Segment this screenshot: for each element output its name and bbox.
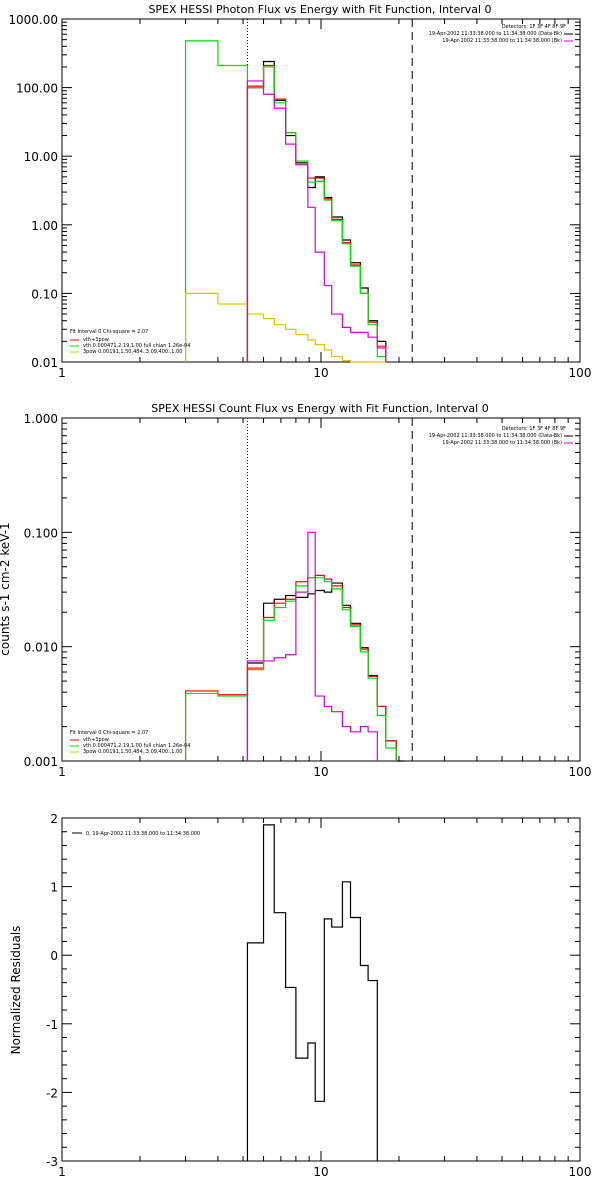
count-flux-panel: SPEX HESSI Count Flux vs Energy with Fit…: [0, 402, 591, 779]
series-bk: [246, 531, 378, 761]
y-axis-label: Normalized Residuals: [9, 926, 23, 1055]
y-tick-label: 1.00: [31, 219, 58, 233]
plot-frame: [61, 417, 581, 762]
panel-title: SPEX HESSI Photon Flux vs Energy with Fi…: [148, 3, 491, 16]
x-tick-label: 100: [569, 1165, 592, 1179]
y-tick-label: 10.00: [24, 150, 58, 164]
data-bk-interval: 19-Apr-2002 11:33:38.000 to 11:34:38.000…: [429, 31, 562, 37]
legend-entry-vth: vth 0.000471,2.19,1.00 full chian 1.26e-…: [83, 743, 190, 749]
x-tick-label: 1: [58, 1165, 66, 1179]
y-tick-label: -3: [46, 1155, 58, 1169]
panel-title: SPEX HESSI Count Flux vs Energy with Fit…: [151, 402, 488, 415]
detectors-label: Detectors: 1F 3F 4F 8F 9F: [502, 24, 566, 30]
y-tick-label: 1000.00: [8, 13, 58, 27]
series-vth-3pow: [184, 574, 397, 761]
x-tick-label: 1: [58, 366, 66, 380]
legend-entry: 0, 19-Apr-2002 11:33:38.000 to 11:34:38.…: [86, 831, 200, 837]
series-vth: [184, 40, 387, 362]
series-3pow: [184, 292, 386, 363]
header-info: Detectors: 1F 3F 4F 8F 9F 19-Apr-2002 11…: [429, 24, 573, 44]
y-tick-label: 1: [50, 881, 58, 895]
bk-interval: 19-Apr-2002 11:33:38.000 to 11:34:38.000…: [442, 440, 562, 446]
y-tick-label: 100.00: [16, 82, 58, 96]
x-tick-label: 1: [58, 765, 66, 779]
legend-entry-vth: vth 0.000471,2.19,1.00 full chian 1.26e-…: [83, 343, 190, 349]
legend-entry-3pow: 3pow 0.00191,1.50,484.,3.09,400.,1.00: [83, 749, 182, 755]
detectors-label: Detectors: 1F 3F 4F 8F 9F: [502, 426, 566, 432]
header-info: Detectors: 1F 3F 4F 8F 9F 19-Apr-2002 11…: [429, 426, 573, 446]
data-bk-interval: 19-Apr-2002 11:33:38.000 to 11:34:38.000…: [429, 433, 562, 439]
series-vth-3pow: [246, 64, 387, 362]
x-tick-label: 10: [313, 765, 328, 779]
x-tick-label: 10: [313, 1165, 328, 1179]
y-tick-label: 0.10: [31, 287, 58, 301]
legend: 0, 19-Apr-2002 11:33:38.000 to 11:34:38.…: [72, 831, 200, 837]
series-residual: [246, 824, 378, 1161]
x-tick-label: 100: [569, 366, 592, 380]
y-tick-label: 1.000: [24, 412, 58, 426]
series-vth: [184, 577, 397, 761]
series-data-bk: [246, 60, 387, 362]
bk-interval: 19-Apr-2002 11:33:38.000 to 11:34:38.000…: [442, 38, 562, 44]
legend-title: Fit Interval 0 Chi-square = 2.07: [70, 730, 148, 736]
y-tick-label: 0.010: [24, 641, 58, 655]
y-tick-label: 2: [50, 812, 58, 826]
y-tick-label: 0.01: [31, 356, 58, 370]
plot-frame: [61, 817, 581, 1162]
x-tick-label: 100: [569, 765, 592, 779]
y-tick-label: 0: [50, 949, 58, 963]
series-data-bk: [246, 582, 405, 762]
y-tick-label: -1: [46, 1018, 58, 1032]
plot-frame: [61, 18, 581, 363]
legend-title: Fit Interval 0 Chi-square = 2.07: [70, 329, 148, 335]
y-tick-label: 0.100: [24, 526, 58, 540]
legend-entry-vth-3pow: vth+3pow: [83, 737, 109, 743]
photon-flux-panel: SPEX HESSI Photon Flux vs Energy with Fi…: [8, 3, 591, 380]
series-bk: [246, 80, 387, 362]
legend: Fit Interval 0 Chi-square = 2.07 vth+3po…: [70, 730, 190, 755]
legend-entry-vth-3pow: vth+3pow: [83, 337, 109, 343]
legend-entry-3pow: 3pow 0.00191,1.50,484.,3.09,400.,1.00: [83, 349, 182, 355]
y-tick-label: -2: [46, 1086, 58, 1100]
x-tick-label: 10: [313, 366, 328, 380]
y-axis-label: counts s-1 cm-2 keV-1: [0, 522, 12, 655]
y-tick-label: 0.001: [24, 755, 58, 769]
legend: Fit Interval 0 Chi-square = 2.07 vth+3po…: [70, 329, 190, 355]
